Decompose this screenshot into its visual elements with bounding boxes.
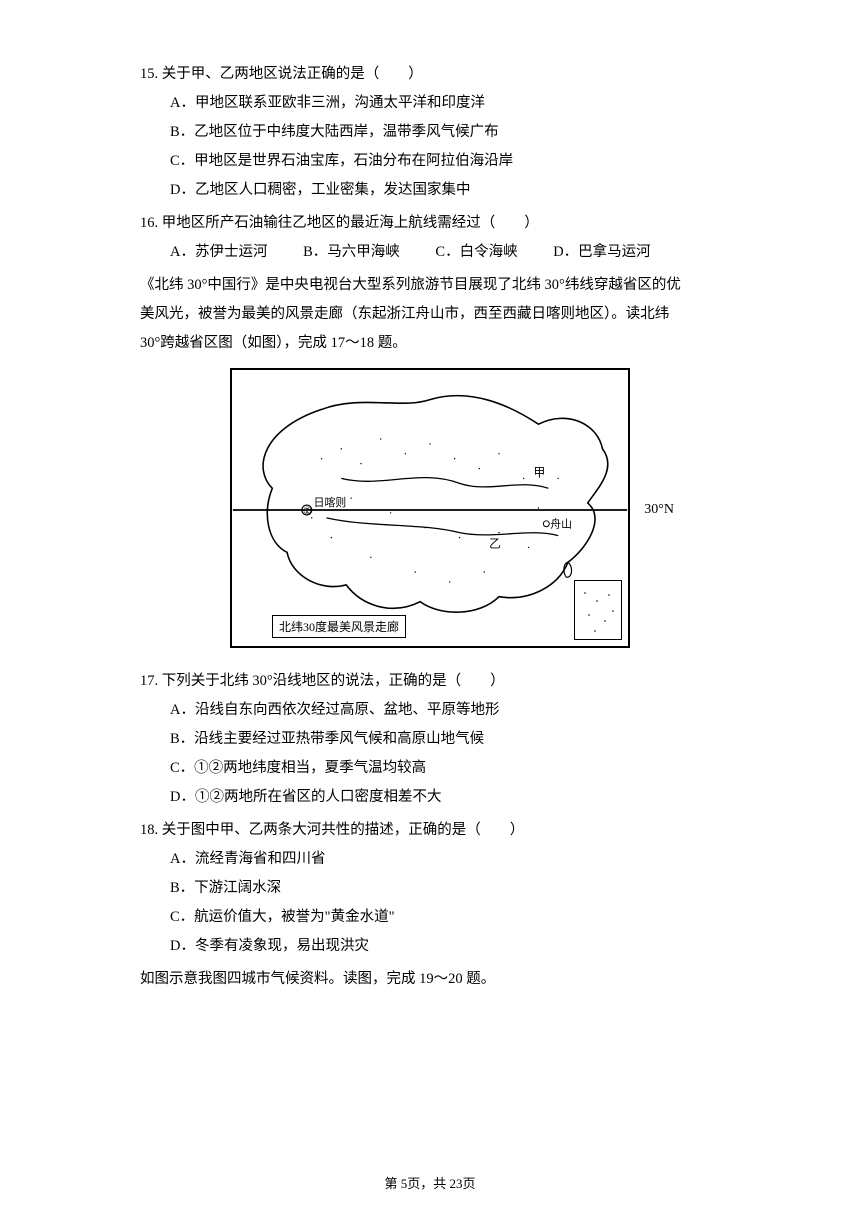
river-yi: [327, 518, 559, 536]
q17-opt-d: D．①②两地所在省区的人口密度相差不大: [140, 783, 720, 812]
passage-17-18: 《北纬 30°中国行》是中央电视台大型系列旅游节目展现了北纬 30°纬线穿越省区…: [140, 271, 720, 358]
q18-opt-a: A．流经青海省和四川省: [140, 845, 720, 874]
question-15: 15. 关于甲、乙两地区说法正确的是（ ） A．甲地区联系亚欧非三洲，沟通太平洋…: [140, 60, 720, 205]
q17-opt-c: C．①②两地纬度相当，夏季气温均较高: [140, 754, 720, 783]
q15-number: 15.: [140, 60, 158, 89]
q16-opt-c: C．白令海峡: [435, 238, 517, 267]
inset-svg: [575, 581, 623, 641]
passage-line-1: 《北纬 30°中国行》是中央电视台大型系列旅游节目展现了北纬 30°纬线穿越省区…: [140, 271, 720, 300]
q17-stem-text: 下列关于北纬 30°沿线地区的说法，正确的是（ ）: [162, 673, 505, 689]
q18-number: 18.: [140, 816, 158, 845]
label-jia: 甲: [534, 465, 546, 479]
label-zhoushan: 舟山: [550, 517, 572, 531]
q16-opt-d: D．巴拿马运河: [553, 238, 650, 267]
map-caption: 北纬30度最美风景走廊: [272, 615, 406, 638]
q16-stem-text: 甲地区所产石油输往乙地区的最近海上航线需经过（ ）: [162, 215, 539, 231]
q18-stem-text: 关于图中甲、乙两条大河共性的描述，正确的是（ ）: [162, 822, 525, 838]
q18-opt-d: D．冬季有凌象现，易出现洪灾: [140, 932, 720, 961]
q16-opt-a: A．苏伊士运河: [170, 238, 267, 267]
china-map-figure: 甲 乙 ② 日喀则 舟山 30°N 北纬30度最美风景走廊: [140, 368, 720, 651]
q15-stem-text: 关于甲、乙两地区说法正确的是（ ）: [162, 66, 423, 82]
mark-2-text: ②: [303, 506, 312, 517]
q16-stem: 16. 甲地区所产石油输往乙地区的最近海上航线需经过（ ）: [140, 209, 720, 238]
question-18: 18. 关于图中甲、乙两条大河共性的描述，正确的是（ ） A．流经青海省和四川省…: [140, 816, 720, 961]
china-map-box: 甲 乙 ② 日喀则 舟山 30°N 北纬30度最美风景走廊: [230, 368, 630, 648]
label-30n: 30°N: [644, 502, 674, 518]
page-footer: 第 5页，共 23页: [0, 1173, 860, 1192]
q18-stem: 18. 关于图中甲、乙两条大河共性的描述，正确的是（ ）: [140, 816, 720, 845]
label-yi: 乙: [489, 536, 501, 550]
q18-opt-c: C．航运价值大，被誉为"黄金水道": [140, 903, 720, 932]
q15-opt-b: B．乙地区位于中纬度大陆西岸，温带季风气候广布: [140, 118, 720, 147]
q17-opt-a: A．沿线自东向西依次经过高原、盆地、平原等地形: [140, 696, 720, 725]
map-inset-box: [574, 580, 622, 640]
q15-opt-d: D．乙地区人口稠密，工业密集，发达国家集中: [140, 176, 720, 205]
question-16: 16. 甲地区所产石油输往乙地区的最近海上航线需经过（ ） A．苏伊士运河 B．…: [140, 209, 720, 267]
q18-opt-b: B．下游江阔水深: [140, 874, 720, 903]
passage-line-3: 30°跨越省区图（如图），完成 17～18 题。: [140, 329, 720, 358]
q15-opt-c: C．甲地区是世界石油宝库，石油分布在阿拉伯海沿岸: [140, 147, 720, 176]
river-jia: [341, 478, 548, 489]
q15-opt-a: A．甲地区联系亚欧非三洲，沟通太平洋和印度洋: [140, 89, 720, 118]
q16-options-row: A．苏伊士运河 B．马六甲海峡 C．白令海峡 D．巴拿马运河: [140, 238, 720, 267]
question-17: 17. 下列关于北纬 30°沿线地区的说法，正确的是（ ） A．沿线自东向西依次…: [140, 667, 720, 812]
q16-number: 16.: [140, 209, 158, 238]
q17-number: 17.: [140, 667, 158, 696]
mark-1-circle: [543, 521, 549, 527]
passage-19-20: 如图示意我图四城市气候资料。读图，完成 19～20 题。: [140, 965, 720, 994]
q15-stem: 15. 关于甲、乙两地区说法正确的是（ ）: [140, 60, 720, 89]
q17-opt-b: B．沿线主要经过亚热带季风气候和高原山地气候: [140, 725, 720, 754]
q16-opt-b: B．马六甲海峡: [303, 238, 400, 267]
label-rikaze: 日喀则: [314, 496, 346, 509]
china-map-svg: 甲 乙 ② 日喀则 舟山: [232, 370, 628, 646]
q17-stem: 17. 下列关于北纬 30°沿线地区的说法，正确的是（ ）: [140, 667, 720, 696]
passage-line-2: 美风光，被誉为最美的风景走廊（东起浙江舟山市，西至西藏日喀则地区）。读北纬: [140, 300, 720, 329]
